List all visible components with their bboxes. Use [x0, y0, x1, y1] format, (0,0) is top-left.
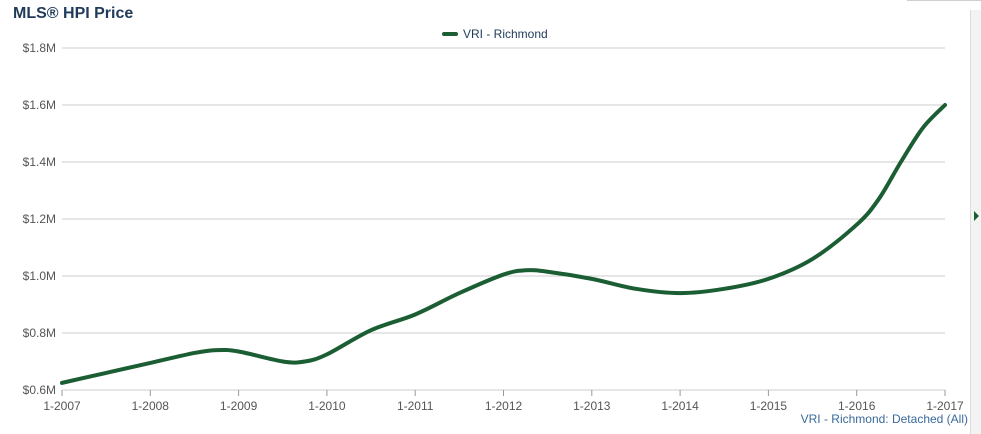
- legend-label: VRI - Richmond: [463, 27, 548, 41]
- series-line: [60, 103, 947, 385]
- chart-title: MLS® HPI Price: [13, 5, 134, 22]
- legend-swatch: [442, 32, 458, 36]
- y-tick-label: $1.8M: [23, 41, 56, 55]
- y-tick-label: $1.4M: [23, 155, 56, 169]
- x-tick-label: 1-2008: [132, 399, 170, 413]
- y-tick-label: $0.6M: [23, 383, 56, 397]
- x-tick-label: 1-2010: [308, 399, 346, 413]
- x-tick-label: 1-2016: [838, 399, 876, 413]
- triangle-right-icon[interactable]: [974, 211, 979, 221]
- y-tick-label: $1.6M: [23, 98, 56, 112]
- y-tick-label: $1.2M: [23, 212, 56, 226]
- x-tick-label: 1-2013: [573, 399, 611, 413]
- side-panel: [970, 10, 981, 434]
- x-tick-label: 1-2012: [485, 399, 523, 413]
- legend[interactable]: VRI - Richmond: [442, 26, 548, 42]
- source-note: VRI - Richmond: Detached (All): [800, 412, 968, 426]
- x-tick-label: 1-2009: [220, 399, 258, 413]
- y-tick-label: $0.8M: [23, 326, 56, 340]
- x-tick-label: 1-2011: [397, 399, 434, 413]
- y-tick-label: $1.0M: [23, 269, 56, 283]
- x-tick-label: 1-2015: [750, 399, 788, 413]
- x-tick-label: 1-2017: [926, 399, 964, 413]
- x-tick-label: 1-2014: [661, 399, 699, 413]
- top-border: [907, 0, 981, 1]
- x-tick-label: 1-2007: [43, 399, 81, 413]
